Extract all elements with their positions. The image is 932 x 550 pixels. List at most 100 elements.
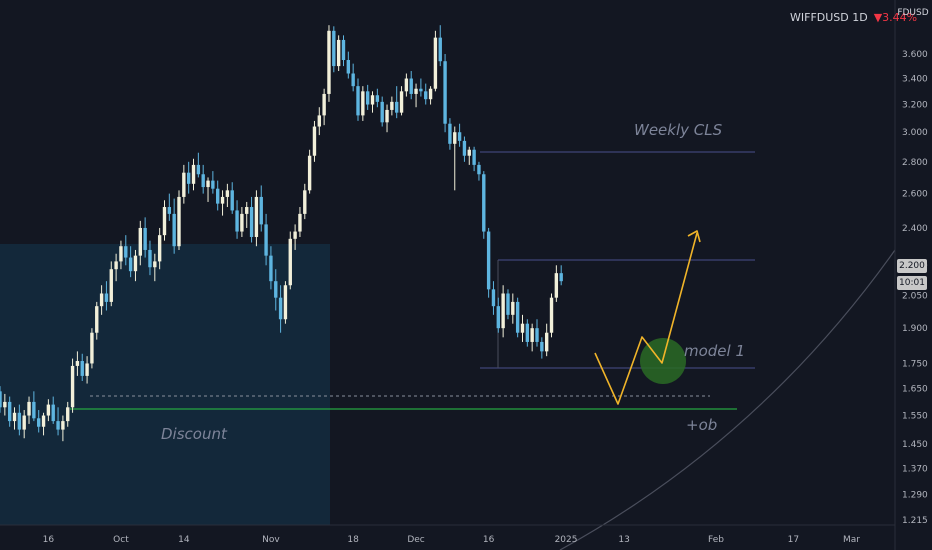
candle: [80, 353, 84, 381]
candle-body: [7, 401, 12, 422]
candle: [191, 158, 196, 191]
candle: [249, 196, 254, 243]
candle: [375, 88, 380, 108]
candle: [46, 399, 51, 422]
candle-body: [283, 285, 288, 320]
candle: [162, 200, 167, 241]
symbol-legend[interactable]: WIFFDUSD 1D ▼3.44%: [790, 11, 917, 24]
candle: [196, 152, 201, 178]
candle-body: [191, 164, 196, 184]
time-tick-label: 2025: [555, 535, 578, 545]
candle: [332, 26, 336, 73]
candle: [535, 319, 539, 347]
candle: [278, 285, 283, 333]
candle-body: [46, 404, 51, 416]
candle-body: [554, 273, 559, 298]
candle-body: [109, 269, 113, 302]
candle-body: [186, 172, 191, 184]
candle-body: [41, 415, 46, 427]
candle-body: [298, 213, 302, 232]
time-tick-label: Oct: [113, 535, 129, 545]
candle-layer: [0, 25, 563, 442]
candle-body: [148, 249, 152, 268]
candle-body: [530, 328, 534, 342]
candle: [133, 249, 138, 282]
candle: [515, 297, 520, 338]
candle-body: [380, 101, 384, 123]
candle-body: [501, 293, 505, 329]
countdown-label: 10:01: [897, 276, 927, 290]
time-tick-label: 16: [43, 535, 55, 545]
candle-body: [211, 180, 215, 189]
candle: [457, 123, 462, 147]
candle-body: [269, 255, 273, 282]
candle: [138, 220, 142, 266]
price-tick-label: 1.215: [902, 516, 928, 526]
candle-body: [245, 207, 249, 214]
candle: [12, 407, 17, 430]
candle: [424, 83, 428, 105]
price-tick-label: 3.000: [902, 128, 928, 138]
candle-body: [259, 196, 263, 225]
candle-body: [22, 415, 26, 430]
candle-body: [496, 306, 500, 329]
candle-body: [317, 115, 321, 127]
candle-body: [230, 190, 234, 211]
candle-body: [322, 93, 326, 116]
candle-body: [511, 301, 515, 315]
candle: [128, 246, 133, 278]
candle-body: [225, 190, 230, 197]
candle-body: [85, 363, 89, 376]
candle: [230, 182, 234, 214]
candle: [216, 180, 220, 211]
time-tick-label: Mar: [843, 535, 860, 545]
candle-body: [535, 328, 539, 342]
candle-body: [37, 418, 41, 427]
candle-body: [61, 421, 65, 430]
candle: [90, 328, 94, 369]
time-tick-label: Nov: [262, 535, 280, 545]
candle-body: [544, 332, 549, 352]
candle-body: [143, 227, 147, 250]
candle: [235, 200, 239, 239]
candle-body: [162, 207, 167, 236]
price-axis[interactable]: 3.6003.4003.2003.0002.8002.6002.4002.200…: [902, 50, 928, 526]
candle: [443, 54, 447, 133]
candle: [390, 96, 394, 116]
candle: [206, 177, 210, 202]
candle-body: [27, 401, 31, 416]
candle: [225, 183, 230, 208]
model-1-label: model 1: [684, 342, 746, 360]
quote-currency-label[interactable]: FDUSD: [897, 8, 929, 18]
candle-body: [549, 297, 554, 333]
candle-body: [424, 91, 428, 100]
candle: [356, 78, 360, 121]
candle: [143, 217, 147, 258]
candle: [157, 227, 162, 270]
candle-body: [153, 261, 157, 268]
candle: [148, 240, 152, 276]
candle-body: [0, 391, 2, 408]
candle: [438, 25, 442, 67]
candle-body: [196, 164, 201, 175]
candle-body: [399, 91, 404, 113]
time-axis[interactable]: 16 Oct 14 Nov 18 Dec 16 2025 13 Feb 17 Mar: [43, 535, 861, 545]
candle: [27, 396, 31, 424]
candle-body: [491, 289, 496, 307]
candle-body: [351, 73, 355, 87]
candle: [525, 319, 530, 347]
candle-body: [216, 188, 220, 204]
candle: [274, 269, 278, 311]
candle: [17, 404, 22, 436]
curve-layer: [559, 249, 896, 550]
candle: [482, 171, 486, 239]
candle: [0, 386, 2, 413]
projection-path: [594, 232, 698, 405]
candle: [211, 171, 215, 194]
time-tick-label: Dec: [407, 535, 424, 545]
curve-line: [559, 249, 896, 550]
candle-body: [472, 149, 476, 165]
candle: [409, 71, 413, 100]
candle: [511, 293, 515, 324]
